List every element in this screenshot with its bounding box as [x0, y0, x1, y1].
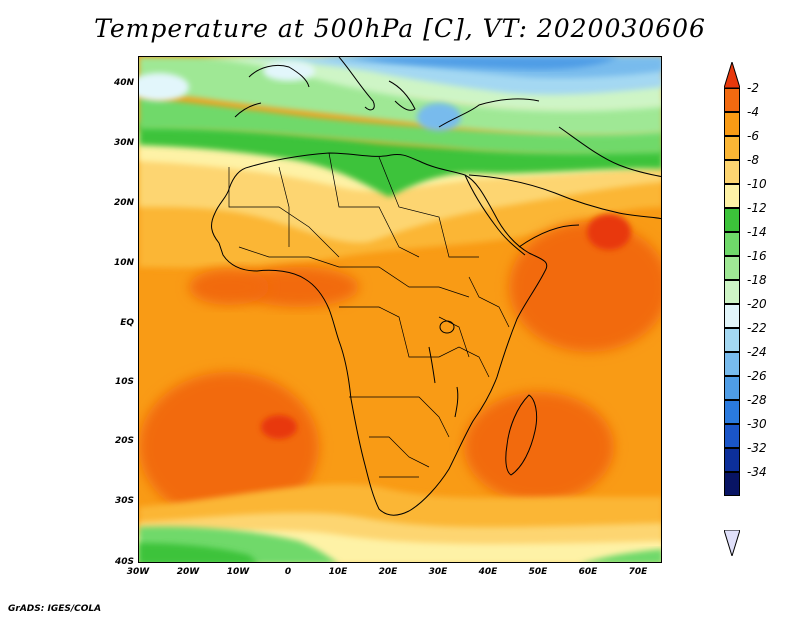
colorbar-label: -4	[747, 105, 759, 119]
colorbar-segment	[724, 448, 740, 472]
field-minus-4-indian-ocean	[464, 392, 614, 502]
borders-sahara	[278, 152, 479, 258]
borders-sahel	[238, 246, 470, 298]
field-minus-20-lobe	[263, 61, 315, 81]
field-minus-4-south-atlantic	[139, 372, 319, 522]
lon-label-30e: 30E	[428, 567, 448, 577]
lon-label-20w: 20W	[176, 567, 200, 577]
colorbar-label: -6	[747, 129, 759, 143]
field-minus-16-se	[586, 549, 661, 562]
colorbar-label: -22	[747, 321, 767, 335]
colorbar-segment	[724, 352, 740, 376]
madagascar-coastline	[505, 394, 538, 476]
colorbar-segment	[724, 112, 740, 136]
colorbar-segment	[724, 376, 740, 400]
lat-label-10n: 10N	[113, 258, 134, 268]
field-minus-2-arabian	[587, 214, 631, 250]
colorbar-segment	[724, 400, 740, 424]
colorbar-label: -28	[747, 393, 767, 407]
lon-label-10w: 10W	[226, 567, 250, 577]
colorbar-label: -18	[747, 273, 767, 287]
borders-north-africa	[228, 167, 340, 258]
colorbar-label: -12	[747, 201, 767, 215]
lake-malawi	[454, 386, 459, 418]
lat-label-30n: 30N	[113, 138, 134, 148]
lat-label-eq: EQ	[120, 318, 134, 328]
lake-tanganyika	[428, 346, 436, 384]
temperature-field-map	[139, 57, 661, 562]
colorbar-label: -32	[747, 441, 767, 455]
lon-label-10e: 10E	[328, 567, 348, 577]
field-minus-26-core	[349, 57, 619, 70]
colorbar-segment	[724, 232, 740, 256]
greece-coastline	[388, 80, 416, 111]
colorbar-segment	[724, 256, 740, 280]
lake-victoria	[439, 320, 455, 334]
persian-gulf-coastline	[558, 126, 661, 178]
lat-label-10s: 10S	[114, 377, 134, 387]
colorbar-label: -8	[747, 153, 759, 167]
field-minus-2-south-atlantic	[261, 415, 297, 439]
lat-label-20s: 20S	[114, 436, 134, 446]
field-minus-4-west-africa	[189, 269, 269, 305]
field-minus-14-band	[139, 123, 661, 197]
colorbar-segment	[724, 208, 740, 232]
field-minus-20-band	[139, 57, 661, 112]
colorbar-label: -34	[747, 465, 767, 479]
borders-southern	[349, 396, 450, 478]
colorbar-segment	[724, 424, 740, 448]
colorbar-segment	[724, 304, 740, 328]
lon-label-20e: 20E	[378, 567, 398, 577]
colorbar-label: -2	[747, 81, 759, 95]
colorbar-label: -10	[747, 177, 767, 191]
red-sea-coastline	[464, 174, 526, 256]
field-minus-16-band	[139, 97, 661, 155]
footer-credit: GrADS: IGES/COLA	[8, 604, 102, 614]
lon-label-60e: 60E	[578, 567, 598, 577]
colorbar-segment	[724, 184, 740, 208]
lat-label-40n: 40N	[113, 78, 134, 88]
country-borders	[228, 152, 510, 478]
africa-coastline	[211, 152, 548, 516]
field-minus-20-west	[139, 73, 189, 101]
colorbar-segment	[724, 328, 740, 352]
chart-title: Temperature at 500hPa [C], VT: 202003060…	[94, 14, 706, 43]
lon-label-40e: 40E	[478, 567, 498, 577]
lon-label-30w: 30W	[126, 567, 150, 577]
field-minus-14-south	[139, 543, 257, 562]
lat-label-40s: 40S	[114, 557, 134, 567]
colorbar-segment	[724, 280, 740, 304]
levant-coastline	[438, 98, 540, 128]
iberia-coastline	[234, 64, 310, 118]
borders-central	[339, 306, 490, 378]
borders-east	[438, 276, 510, 358]
lon-label-0: 0	[284, 567, 292, 577]
coastlines	[211, 57, 661, 516]
arabia-coastline	[468, 174, 661, 248]
lon-label-70e: 70E	[628, 567, 648, 577]
field-minus-24-lobe	[417, 103, 461, 131]
lon-label-50e: 50E	[528, 567, 548, 577]
map-panel	[138, 56, 662, 563]
lat-label-20n: 20N	[113, 198, 134, 208]
field-minus-4-gulf-guinea	[239, 267, 359, 307]
lat-label-30s: 30S	[114, 496, 134, 506]
field-minus-4-arabian-sea	[509, 222, 661, 352]
colorbar-label: -30	[747, 417, 767, 431]
colorbar-segment	[724, 88, 740, 112]
colorbar-segment	[724, 136, 740, 160]
great-lakes	[428, 320, 459, 418]
colorbar-label: -16	[747, 249, 767, 263]
italy-coastline	[338, 57, 375, 111]
colorbar-label: -14	[747, 225, 767, 239]
colorbar-label: -24	[747, 345, 767, 359]
colorbar-top-triangle	[724, 62, 740, 88]
colorbar-label: -20	[747, 297, 767, 311]
colorbar-label: -26	[747, 369, 767, 383]
colorbar-segment	[724, 160, 740, 184]
colorbar-bottom-triangle	[724, 530, 740, 556]
colorbar-segment	[724, 472, 740, 496]
